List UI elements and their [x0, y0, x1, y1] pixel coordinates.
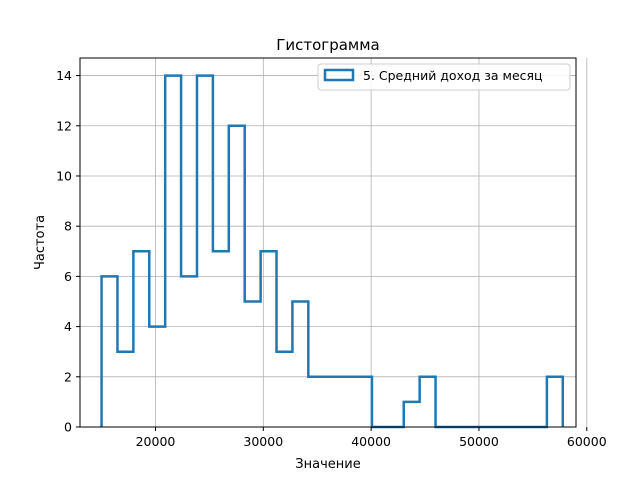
y-tick-label: 4	[64, 319, 72, 334]
x-axis-label: Значение	[295, 457, 360, 472]
legend: 5. Средний доход за месяц	[317, 63, 571, 91]
x-tick-label: 40000	[351, 434, 391, 449]
y-tick-label: 8	[64, 219, 72, 234]
legend-swatch	[323, 68, 355, 82]
y-tick-label: 12	[56, 118, 72, 133]
legend-label: 5. Средний доход за месяц	[363, 68, 543, 83]
y-tick-label: 6	[64, 269, 72, 284]
y-tick-label: 14	[56, 68, 72, 83]
chart-title: Гистограмма	[276, 36, 379, 54]
y-tick-label: 0	[64, 420, 72, 435]
axes-frame	[79, 57, 577, 428]
y-axis-label: Частота	[33, 215, 48, 270]
x-tick-label: 30000	[243, 434, 283, 449]
legend-box	[317, 63, 571, 91]
y-tick-label: 2	[64, 369, 72, 384]
y-tick-label: 10	[56, 168, 72, 183]
x-tick-label: 50000	[459, 434, 499, 449]
axis-ticks: 20000 30000 40000 50000 60000 0 2 4 6 8 10 12 14	[56, 68, 607, 449]
x-tick-label: 60000	[567, 434, 607, 449]
x-tick-label: 20000	[136, 434, 176, 449]
